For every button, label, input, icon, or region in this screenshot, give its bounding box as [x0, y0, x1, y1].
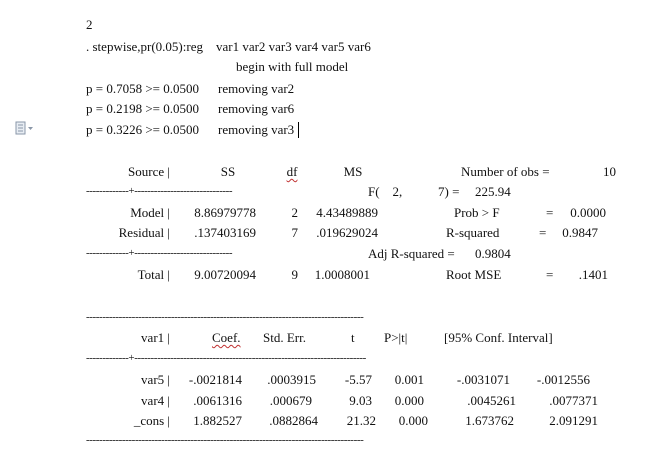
coef-separator-top: ----------------------------------------… [86, 311, 364, 323]
anova-row-model-label: Model | [130, 205, 170, 220]
coef-row-cons-se: .0882864 [269, 413, 318, 428]
coef-var-header: var1 | [141, 330, 170, 345]
removal-p-1: p = 0.7058 >= 0.0500 [86, 81, 199, 96]
paste-options-icon[interactable] [15, 121, 35, 135]
anova-row-residual-ms: .019629024 [316, 225, 378, 240]
anova-row-total-label: Total | [137, 267, 170, 282]
coef-row-var4-t: 9.03 [349, 393, 372, 408]
removal-p-3: p = 0.3226 >= 0.0500 [86, 122, 199, 137]
anova-row-residual-label: Residual | [118, 225, 170, 240]
anova-row-model-ss: 8.86979778 [194, 205, 256, 220]
line-number: 2 [86, 17, 93, 32]
coef-row-var5-ci-high: -.0012556 [536, 372, 590, 387]
coef-row-cons-p: 0.000 [398, 413, 428, 428]
coef-p-header: P>|t| [384, 330, 408, 345]
f-label: F( 2, 7) = [368, 184, 460, 199]
stepwise-command: . stepwise,pr(0.05):reg var1 var2 var3 v… [86, 39, 371, 54]
coef-coef-header: Coef. [212, 330, 241, 345]
nobs-value: 10 [603, 164, 616, 179]
coef-row-var4-coef: .0061316 [193, 393, 242, 408]
anova-row-model-df: 2 [291, 205, 299, 220]
probf-label: Prob > F [454, 205, 500, 220]
anova-row-total-ss: 9.00720094 [194, 267, 256, 282]
anova-row-residual-ss: .137403169 [194, 225, 256, 240]
removal-action-3: removing var3 [218, 122, 295, 137]
rmse-value: .1401 [578, 267, 608, 282]
anova-ss-header: SS [220, 164, 236, 179]
removal-p-2: p = 0.2198 >= 0.0500 [86, 101, 199, 116]
coef-row-var5-ci-low: -.0031071 [456, 372, 510, 387]
adjr2-value: 0.9804 [475, 246, 511, 261]
anova-separator-bottom: -------------+--------------------------… [86, 247, 233, 259]
nobs-label: Number of obs = [461, 164, 550, 179]
adjr2-label: Adj R-squared = [368, 246, 455, 261]
r2-label: R-squared [446, 225, 500, 240]
coef-ci-header: [95% Conf. Interval] [444, 330, 553, 345]
coef-row-var5-name: var5 | [141, 372, 170, 387]
r2-value: 0.9847 [562, 225, 598, 240]
anova-source-header: Source | [128, 164, 170, 179]
anova-row-model-ms: 4.43489889 [316, 205, 378, 220]
coef-se-header: Std. Err. [263, 330, 306, 345]
probf-value: 0.0000 [570, 205, 606, 220]
coef-row-var5-p: 0.001 [394, 372, 424, 387]
anova-row-total-df: 9 [291, 267, 299, 282]
r2-eq: = [539, 225, 547, 240]
coef-row-cons-ci-high: 2.091291 [549, 413, 598, 428]
coef-t-header: t [351, 330, 355, 345]
anova-ms-header: MS [343, 164, 363, 179]
begin-message: begin with full model [236, 59, 349, 74]
coef-row-var4-ci-low: .0045261 [467, 393, 516, 408]
probf-eq: = [546, 205, 554, 220]
coef-row-var4-ci-high: .0077371 [549, 393, 598, 408]
rmse-label: Root MSE [446, 267, 502, 282]
coef-row-var5-coef: -.0021814 [188, 372, 242, 387]
coef-separator-bottom: ----------------------------------------… [86, 434, 364, 446]
anova-row-residual-df: 7 [291, 225, 299, 240]
coef-row-var5-t: -5.57 [344, 372, 372, 387]
coef-separator-mid: -------------+--------------------------… [86, 352, 366, 364]
f-value: 225.94 [475, 184, 511, 199]
coef-row-var4-se: .000679 [269, 393, 312, 408]
coef-row-var4-p: 0.000 [394, 393, 424, 408]
coef-row-cons-coef: 1.882527 [193, 413, 242, 428]
text-cursor [298, 122, 299, 138]
anova-separator-top: -------------+--------------------------… [86, 185, 233, 197]
anova-row-total-ms: 1.0008001 [314, 267, 370, 282]
removal-action-1: removing var2 [218, 81, 295, 96]
rmse-eq: = [546, 267, 554, 282]
anova-df-header: df [286, 164, 298, 179]
coef-row-cons-t: 21.32 [346, 413, 376, 428]
removal-action-2: removing var6 [218, 101, 295, 116]
coef-row-var5-se: .0003915 [267, 372, 316, 387]
coef-row-cons-name: _cons | [133, 413, 170, 428]
coef-row-cons-ci-low: 1.673762 [465, 413, 514, 428]
coef-row-var4-name: var4 | [141, 393, 170, 408]
